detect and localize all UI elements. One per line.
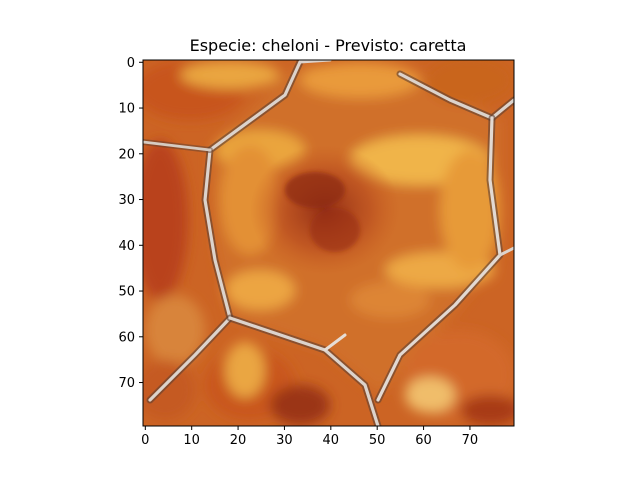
x-tick-label: 70	[462, 433, 479, 448]
x-axis: 0 10 20 30 40 50 60 70	[141, 426, 478, 448]
x-tick-label: 10	[183, 433, 200, 448]
x-tick-label: 30	[276, 433, 293, 448]
x-tick-label: 20	[230, 433, 247, 448]
y-axis: 0 10 20 30 40 50 60 70	[118, 56, 143, 391]
y-tick-label: 0	[127, 56, 135, 71]
x-tick-label: 50	[369, 433, 386, 448]
shell-image	[143, 60, 514, 426]
x-tick-label: 40	[323, 433, 340, 448]
y-tick-label: 60	[118, 330, 135, 345]
x-tick-label: 60	[415, 433, 432, 448]
y-tick-label: 40	[118, 239, 135, 254]
figure-title: Especie: cheloni - Previsto: caretta	[190, 36, 467, 55]
x-tick-label: 0	[141, 433, 149, 448]
y-tick-label: 30	[118, 193, 135, 208]
y-tick-label: 70	[118, 376, 135, 391]
y-tick-label: 50	[118, 285, 135, 300]
y-tick-label: 20	[118, 147, 135, 162]
axes-frame	[142, 59, 515, 427]
y-tick-label: 10	[118, 102, 135, 117]
